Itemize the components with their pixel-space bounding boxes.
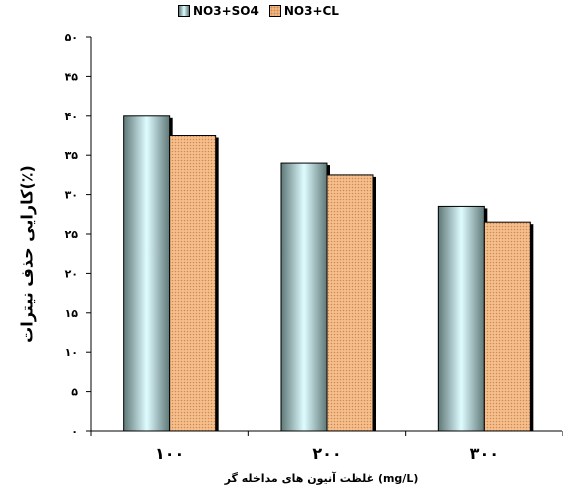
x-tick-label: ۱۰۰ — [155, 444, 184, 463]
x-axis-label: غلظت آنیون های مداخله گر (mg/L) — [224, 472, 419, 485]
legend-label-series-1: NO3+SO4 — [193, 4, 259, 18]
bar-no3-cl-3 — [483, 221, 531, 432]
y-tick-label: ۳۵ — [65, 149, 79, 162]
y-tick-label: ۴۰ — [65, 110, 78, 123]
legend-item-series-1: NO3+SO4 — [178, 4, 259, 18]
bar-no3-so4-3 — [437, 205, 485, 432]
bar-no3-so4-1 — [123, 115, 171, 432]
legend-swatch-series-1 — [178, 5, 190, 17]
legend-swatch-series-2 — [268, 5, 281, 17]
legend-item-series-2: NO3+CL — [268, 4, 339, 18]
y-tick-label: ۵ — [71, 386, 78, 399]
y-tick-label: ۴۵ — [65, 70, 79, 83]
x-tick-label: ۲۰۰ — [312, 444, 341, 463]
y-axis-label: کارایی حذف نیترات(٪) — [17, 165, 37, 343]
y-tick-label: ۱۵ — [65, 307, 79, 320]
legend-label-series-2: NO3+CL — [283, 4, 339, 18]
bar-no3-so4-2 — [280, 162, 328, 432]
y-tick-label: ۰ — [71, 425, 78, 438]
y-tick-label: ۲۵ — [65, 228, 79, 241]
legend: NO3+SO4 NO3+CL — [178, 4, 349, 18]
y-tick-label: ۱۰ — [65, 346, 78, 359]
y-tick-label: ۳۰ — [65, 189, 78, 202]
bar-no3-cl-1 — [169, 135, 217, 432]
y-tick-label: ۵۰ — [65, 31, 78, 44]
x-tick-label: ۳۰۰ — [470, 444, 499, 463]
y-tick-label: ۲۰ — [65, 267, 78, 280]
bar-no3-cl-2 — [326, 174, 374, 432]
